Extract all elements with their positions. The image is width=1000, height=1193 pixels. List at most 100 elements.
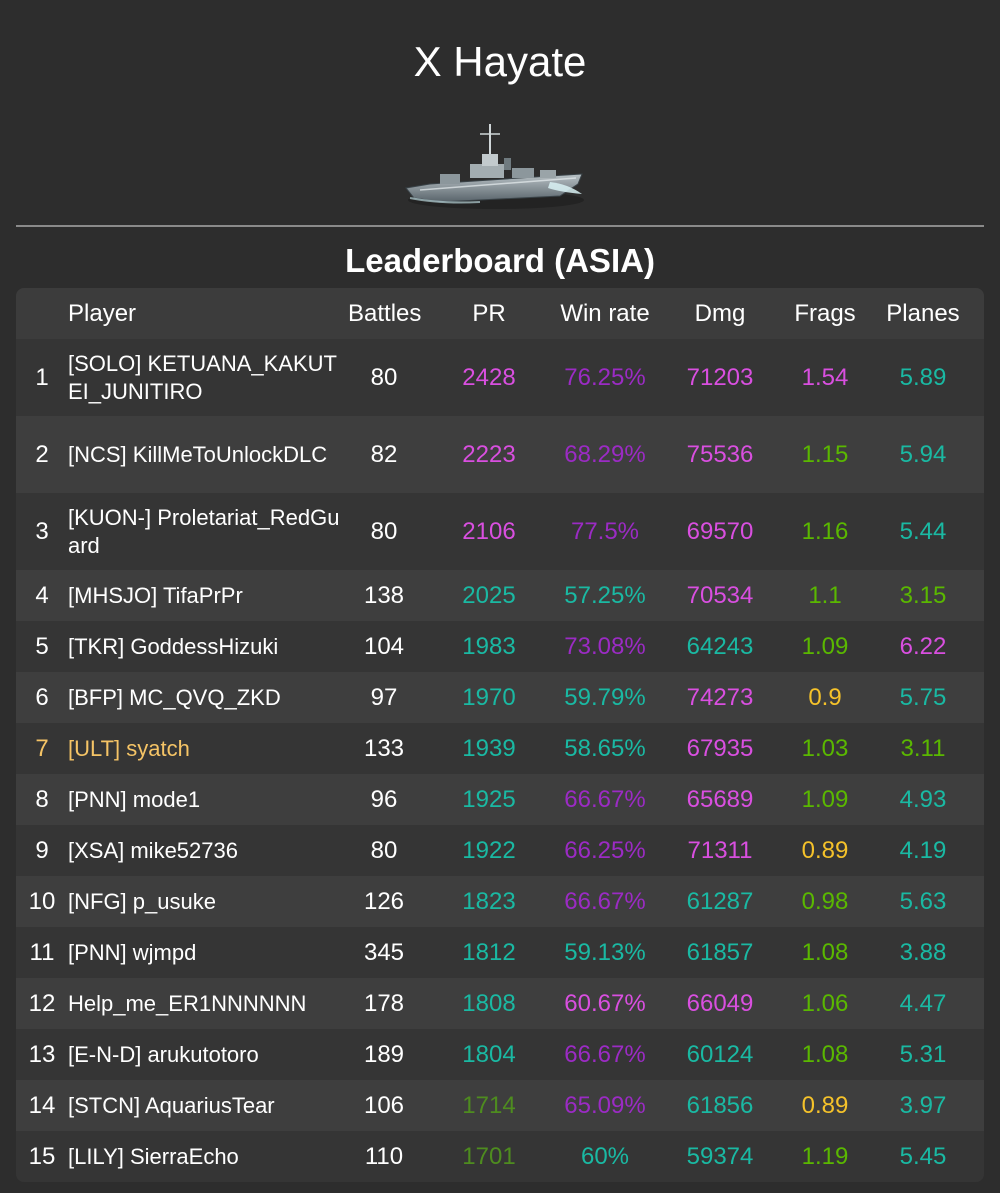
player-name-cell[interactable]: [PNN] mode1 — [68, 786, 201, 812]
battles-cell: 106 — [363, 1091, 405, 1119]
winrate-cell: 76.25% — [564, 363, 646, 391]
dmg-cell: 59374 — [686, 1142, 754, 1170]
table-row[interactable]: 11 [PNN] wjmpd 345 1812 59.13% 61857 1.08 3.88 — [16, 927, 984, 978]
planes-cell: 5.63 — [899, 887, 947, 915]
player-name-cell[interactable]: [XSA] mike52736 — [68, 837, 238, 863]
column-header-dmg[interactable]: Dmg — [694, 299, 746, 327]
table-row[interactable]: 15 [LILY] SierraEcho 110 1701 60% 59374 1.19 5.… — [16, 1131, 984, 1182]
table-row[interactable]: 3 [KUON-] Proletariat_RedGuard 80 2106 77.5%… — [16, 493, 984, 570]
player-name-cell[interactable]: [E-N-D] arukutotoro — [68, 1041, 259, 1067]
planes-cell: 5.94 — [899, 440, 947, 468]
destroyer-ship-icon — [405, 124, 584, 209]
dmg-cell: 65689 — [686, 785, 754, 813]
table-row[interactable]: 5 [TKR] GoddessHizuki 104 1983 73.08% 64243 1.… — [16, 621, 984, 672]
dmg-cell: 75536 — [686, 440, 754, 468]
table-row[interactable]: 2 [NCS] KillMeToUnlockDLC 82 2223 68.29% 7553… — [16, 416, 984, 493]
player-name-cell[interactable]: [STCN] AquariusTear — [68, 1092, 275, 1118]
header-divider — [16, 225, 984, 227]
frags-cell: 1.16 — [801, 517, 849, 545]
column-header-battles[interactable]: Battles — [348, 299, 422, 327]
table-row[interactable]: 12 Help_me_ER1NNNNNN 178 1808 60.67% 66049 1.0… — [16, 978, 984, 1029]
rank-cell: 4 — [35, 581, 49, 609]
rank-cell: 14 — [28, 1091, 56, 1119]
ship-title: X Hayate — [413, 38, 587, 85]
table-row[interactable]: 1 [SOLO] KETUANA_KAKUTEI_JUNITIRO 80 2428 76… — [16, 339, 984, 416]
planes-cell: 5.45 — [899, 1142, 947, 1170]
battles-cell: 80 — [370, 363, 398, 391]
table-row[interactable]: 14 [STCN] AquariusTear 106 1714 65.09% 61856 0… — [16, 1080, 984, 1131]
rank-cell: 7 — [35, 734, 49, 762]
table-header-row: Player Battles PR Win rate Dmg Frags Pla… — [16, 288, 984, 339]
rank-cell: 6 — [35, 683, 49, 711]
planes-cell: 3.88 — [899, 938, 947, 966]
player-name-cell[interactable]: [BFP] MC_QVQ_ZKD — [68, 684, 281, 710]
winrate-cell: 73.08% — [564, 632, 646, 660]
pr-cell: 2106 — [462, 517, 516, 545]
table-row[interactable]: 8 [PNN] mode1 96 1925 66.67% 65689 1.09 4.93 — [16, 774, 984, 825]
frags-cell: 1.54 — [801, 363, 849, 391]
player-name-cell[interactable]: [KUON-] Proletariat_RedGuard — [68, 504, 340, 558]
table-row[interactable]: 7 [ULT] syatch 133 1939 58.65% 67935 1.03 3.11 — [16, 723, 984, 774]
frags-cell: 0.89 — [801, 1091, 849, 1119]
dmg-cell: 69570 — [686, 517, 754, 545]
pr-cell: 1823 — [462, 887, 516, 915]
column-header-pr[interactable]: PR — [472, 299, 506, 327]
leaderboard-table-container: Player Battles PR Win rate Dmg Frags Pla… — [16, 288, 984, 1182]
table-row[interactable]: 6 [BFP] MC_QVQ_ZKD 97 1970 59.79% 74273 0.9 5.7… — [16, 672, 984, 723]
battles-cell: 138 — [363, 581, 405, 609]
player-name-cell[interactable]: [PNN] wjmpd — [68, 939, 197, 965]
column-header-planes[interactable]: Planes — [886, 299, 960, 327]
battles-cell: 80 — [370, 517, 398, 545]
planes-cell: 3.15 — [899, 581, 947, 609]
pr-cell: 1983 — [462, 632, 516, 660]
dmg-cell: 71311 — [687, 836, 753, 864]
leaderboard-title: Leaderboard (ASIA) — [345, 242, 655, 279]
pr-cell: 2428 — [462, 363, 516, 391]
player-name-cell[interactable]: [NCS] KillMeToUnlockDLC — [68, 441, 328, 467]
column-header-player[interactable]: Player — [68, 299, 137, 327]
winrate-cell: 66.67% — [564, 887, 646, 915]
frags-cell: 0.89 — [801, 836, 849, 864]
battles-cell: 97 — [370, 683, 398, 711]
dmg-cell: 64243 — [686, 632, 754, 660]
player-name-cell[interactable]: Help_me_ER1NNNNNN — [68, 990, 307, 1016]
pr-cell: 1714 — [462, 1091, 516, 1119]
dmg-cell: 74273 — [686, 683, 754, 711]
winrate-cell: 58.65% — [564, 734, 646, 762]
frags-cell: 1.09 — [801, 785, 849, 813]
column-header-frags[interactable]: Frags — [794, 299, 856, 327]
winrate-cell: 60.67% — [564, 989, 646, 1017]
table-row[interactable]: 4 [MHSJO] TifaPrPr 138 2025 57.25% 70534 1.1 3.… — [16, 570, 984, 621]
rank-cell: 1 — [35, 363, 49, 391]
pr-cell: 1701 — [462, 1142, 516, 1170]
player-name-cell[interactable]: [SOLO] KETUANA_KAKUTEI_JUNITIRO — [68, 350, 337, 404]
dmg-cell: 60124 — [686, 1040, 754, 1068]
winrate-cell: 57.25% — [564, 581, 646, 609]
table-row[interactable]: 13 [E-N-D] arukutotoro 189 1804 66.67% 60124 1… — [16, 1029, 984, 1080]
winrate-cell: 66.67% — [564, 1040, 646, 1068]
dmg-cell: 61857 — [686, 938, 754, 966]
battles-cell: 80 — [370, 836, 398, 864]
player-name-cell[interactable]: [ULT] syatch — [68, 735, 190, 761]
player-name-cell[interactable]: [LILY] SierraEcho — [68, 1143, 239, 1169]
pr-cell: 2025 — [462, 581, 516, 609]
player-name-cell[interactable]: [NFG] p_usuke — [68, 888, 216, 914]
table-row[interactable]: 9 [XSA] mike52736 80 1922 66.25% 71311 0.89 4.1… — [16, 825, 984, 876]
battles-cell: 133 — [363, 734, 405, 762]
column-header-winrate[interactable]: Win rate — [560, 299, 650, 327]
frags-cell: 1.08 — [801, 938, 849, 966]
battles-cell: 126 — [363, 887, 405, 915]
planes-cell: 5.75 — [899, 683, 947, 711]
player-name-cell[interactable]: [MHSJO] TifaPrPr — [68, 582, 243, 608]
dmg-cell: 67935 — [686, 734, 754, 762]
battles-cell: 96 — [370, 785, 398, 813]
battles-cell: 178 — [363, 989, 405, 1017]
table-row[interactable]: 10 [NFG] p_usuke 126 1823 66.67% 61287 0.98 5.6… — [16, 876, 984, 927]
frags-cell: 1.03 — [801, 734, 849, 762]
dmg-cell: 71203 — [686, 363, 754, 391]
planes-cell: 4.19 — [899, 836, 947, 864]
frags-cell: 0.98 — [801, 887, 849, 915]
player-name-cell[interactable]: [TKR] GoddessHizuki — [68, 633, 279, 659]
frags-cell: 0.9 — [808, 683, 842, 711]
frags-cell: 1.1 — [808, 581, 842, 609]
